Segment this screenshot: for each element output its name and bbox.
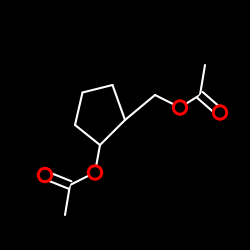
Circle shape (176, 103, 184, 112)
Circle shape (172, 100, 188, 115)
Circle shape (212, 105, 228, 120)
Circle shape (216, 108, 224, 117)
Circle shape (40, 170, 50, 179)
Circle shape (88, 165, 102, 180)
Circle shape (90, 168, 100, 177)
Circle shape (38, 168, 52, 182)
